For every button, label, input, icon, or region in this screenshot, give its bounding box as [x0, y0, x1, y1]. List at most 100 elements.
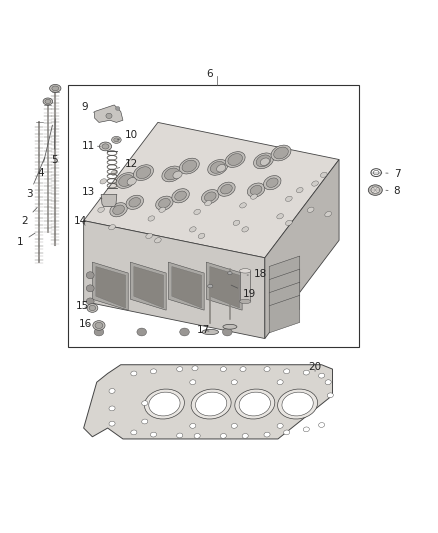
Text: 8: 8	[386, 186, 400, 196]
Ellipse shape	[312, 181, 318, 186]
Ellipse shape	[175, 191, 187, 200]
Text: 1: 1	[17, 233, 35, 247]
Ellipse shape	[129, 198, 141, 207]
Ellipse shape	[94, 328, 104, 336]
Ellipse shape	[264, 432, 270, 437]
Text: 14: 14	[74, 216, 87, 225]
Ellipse shape	[192, 366, 198, 370]
Ellipse shape	[112, 136, 121, 143]
Ellipse shape	[277, 214, 283, 219]
Ellipse shape	[182, 160, 197, 172]
Ellipse shape	[114, 138, 119, 142]
Ellipse shape	[86, 298, 94, 305]
Ellipse shape	[307, 207, 314, 212]
Ellipse shape	[191, 389, 231, 419]
Ellipse shape	[162, 166, 182, 182]
Text: 4: 4	[38, 125, 53, 177]
Ellipse shape	[321, 172, 327, 177]
Ellipse shape	[240, 367, 246, 372]
Ellipse shape	[102, 144, 109, 149]
Text: 20: 20	[308, 362, 321, 372]
Ellipse shape	[49, 84, 61, 92]
Ellipse shape	[151, 432, 156, 437]
Ellipse shape	[371, 187, 380, 193]
Bar	[240, 271, 251, 302]
Ellipse shape	[136, 167, 151, 179]
Ellipse shape	[271, 145, 291, 161]
Ellipse shape	[87, 304, 98, 312]
Text: 16: 16	[78, 319, 92, 329]
Ellipse shape	[202, 329, 219, 335]
Ellipse shape	[111, 170, 117, 175]
Ellipse shape	[235, 389, 275, 419]
Ellipse shape	[86, 272, 94, 279]
Ellipse shape	[242, 433, 248, 438]
Polygon shape	[131, 262, 166, 310]
Polygon shape	[168, 262, 204, 310]
Text: 17: 17	[197, 325, 210, 335]
Ellipse shape	[102, 196, 109, 201]
Ellipse shape	[131, 371, 137, 376]
Polygon shape	[206, 262, 242, 310]
Ellipse shape	[109, 224, 115, 230]
Ellipse shape	[233, 220, 240, 225]
Ellipse shape	[260, 158, 269, 165]
Ellipse shape	[142, 401, 148, 406]
Ellipse shape	[99, 142, 112, 151]
Ellipse shape	[146, 233, 152, 239]
Polygon shape	[269, 256, 300, 294]
Ellipse shape	[151, 369, 156, 374]
Ellipse shape	[110, 203, 127, 217]
Polygon shape	[269, 295, 300, 333]
Ellipse shape	[325, 212, 332, 217]
Ellipse shape	[303, 370, 309, 375]
Ellipse shape	[220, 433, 226, 438]
Ellipse shape	[264, 175, 281, 190]
Ellipse shape	[251, 194, 257, 199]
Ellipse shape	[109, 421, 115, 426]
Ellipse shape	[137, 328, 147, 336]
Ellipse shape	[195, 392, 227, 416]
Polygon shape	[92, 262, 128, 310]
Ellipse shape	[318, 423, 325, 427]
Ellipse shape	[205, 200, 212, 206]
Text: 9: 9	[81, 102, 93, 112]
Ellipse shape	[250, 185, 262, 195]
Ellipse shape	[239, 392, 270, 416]
Ellipse shape	[98, 207, 104, 212]
Text: 12: 12	[117, 159, 138, 169]
Polygon shape	[96, 266, 126, 308]
Ellipse shape	[89, 305, 95, 311]
Ellipse shape	[177, 367, 183, 372]
Ellipse shape	[218, 182, 235, 196]
Text: 13: 13	[81, 187, 102, 199]
Ellipse shape	[254, 153, 273, 169]
Ellipse shape	[225, 152, 245, 167]
Ellipse shape	[208, 159, 228, 175]
Ellipse shape	[45, 99, 51, 103]
Ellipse shape	[95, 322, 103, 328]
Ellipse shape	[134, 165, 153, 181]
Ellipse shape	[52, 86, 59, 91]
Text: 19: 19	[231, 285, 256, 298]
Ellipse shape	[127, 177, 136, 185]
Polygon shape	[101, 195, 117, 207]
Ellipse shape	[145, 389, 184, 419]
Ellipse shape	[205, 192, 216, 201]
Text: 2: 2	[21, 207, 37, 225]
Ellipse shape	[210, 161, 225, 173]
Ellipse shape	[274, 147, 288, 159]
Ellipse shape	[198, 233, 205, 239]
Polygon shape	[265, 159, 339, 338]
Ellipse shape	[286, 196, 292, 201]
Ellipse shape	[266, 178, 278, 188]
Text: 5: 5	[51, 119, 57, 165]
Ellipse shape	[93, 321, 105, 330]
Ellipse shape	[286, 220, 292, 225]
Ellipse shape	[216, 165, 226, 172]
Ellipse shape	[282, 392, 313, 416]
Ellipse shape	[208, 285, 213, 288]
Text: 11: 11	[81, 141, 100, 150]
Ellipse shape	[159, 198, 170, 208]
Ellipse shape	[231, 423, 237, 429]
